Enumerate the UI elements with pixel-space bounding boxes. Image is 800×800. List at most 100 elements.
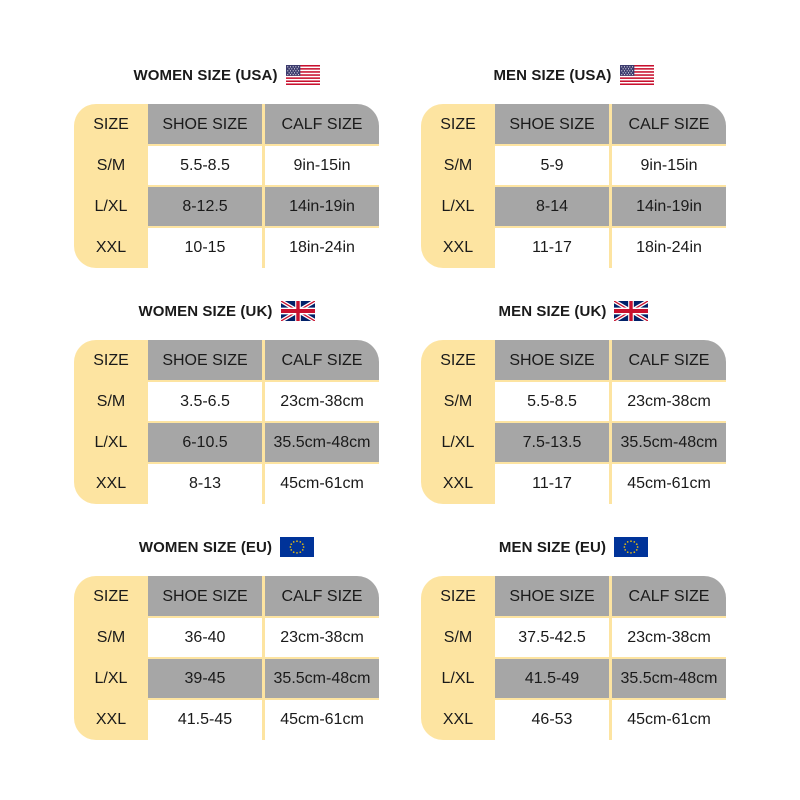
table-row: L/XL 39-45 35.5cm-48cm <box>74 658 379 699</box>
table-row: L/XL 7.5-13.5 35.5cm-48cm <box>421 422 726 463</box>
shoe-size-cell: 5-9 <box>540 156 564 174</box>
calf-size-header: CALF SIZE <box>265 576 379 617</box>
calf-size-cell: 45cm-61cm <box>280 474 364 492</box>
size-table: SIZE SHOE SIZE CALF SIZE S/M 36-40 23cm-38cm L… <box>74 576 379 740</box>
calf-size-cell: 45cm-61cm <box>280 710 364 728</box>
shoe-size-header: SHOE SIZE <box>495 576 609 617</box>
calf-size-cell: 35.5cm-48cm <box>265 422 379 463</box>
column-divider <box>262 104 265 268</box>
size-cell: XXL <box>95 474 127 492</box>
table-header-row: SIZE SHOE SIZE CALF SIZE <box>421 104 726 145</box>
shoe-size-cell: 3.5-6.5 <box>180 392 230 410</box>
table-row: XXL 41.5-45 45cm-61cm <box>74 699 379 740</box>
column-divider <box>609 104 612 268</box>
uk-flag-icon <box>614 301 649 321</box>
panel-title-text: WOMEN SIZE (USA) <box>133 66 278 84</box>
shoe-size-header: SHOE SIZE <box>495 340 609 381</box>
shoe-size-cell: 11-17 <box>532 238 572 256</box>
size-header: SIZE <box>440 587 476 605</box>
shoe-size-cell: 8-14 <box>495 186 609 227</box>
size-header: SIZE <box>93 351 129 369</box>
size-cell: S/M <box>443 628 473 646</box>
table-row: L/XL 41.5-49 35.5cm-48cm <box>421 658 726 699</box>
size-cell: L/XL <box>441 669 475 687</box>
shoe-size-cell: 5.5-8.5 <box>180 156 230 174</box>
shoe-size-cell: 7.5-13.5 <box>495 422 609 463</box>
calf-size-header: CALF SIZE <box>612 340 726 381</box>
size-table: SIZE SHOE SIZE CALF SIZE S/M 5-9 9in-15in L/XL… <box>421 104 726 268</box>
table-row: L/XL 8-14 14in-19in <box>421 186 726 227</box>
calf-size-cell: 18in-24in <box>636 238 702 256</box>
table-row: S/M 37.5-42.5 23cm-38cm <box>421 617 726 658</box>
panel-title-text: WOMEN SIZE (EU) <box>138 538 273 556</box>
us-flag-icon <box>619 65 654 85</box>
table-header-row: SIZE SHOE SIZE CALF SIZE <box>421 340 726 381</box>
calf-size-cell: 45cm-61cm <box>627 710 711 728</box>
eu-flag-icon <box>614 537 649 557</box>
table-header-row: SIZE SHOE SIZE CALF SIZE <box>74 340 379 381</box>
size-cell: S/M <box>96 156 126 174</box>
table-row: S/M 5-9 9in-15in <box>421 145 726 186</box>
size-cell: S/M <box>443 392 473 410</box>
calf-size-cell: 23cm-38cm <box>280 628 364 646</box>
panel-title: MEN SIZE (UK) <box>421 296 726 326</box>
size-header: SIZE <box>440 115 476 133</box>
size-cell: XXL <box>95 238 127 256</box>
calf-size-cell: 45cm-61cm <box>627 474 711 492</box>
shoe-size-cell: 46-53 <box>531 710 573 728</box>
panel-title-text: MEN SIZE (EU) <box>498 538 607 556</box>
size-cell: L/XL <box>441 197 475 215</box>
size-cell: L/XL <box>94 669 128 687</box>
calf-size-cell: 9in-15in <box>293 156 351 174</box>
panel-title-text: MEN SIZE (UK) <box>498 302 607 320</box>
calf-size-header: CALF SIZE <box>265 340 379 381</box>
table-row: S/M 5.5-8.5 9in-15in <box>74 145 379 186</box>
size-cell: S/M <box>96 392 126 410</box>
size-cell: XXL <box>442 710 474 728</box>
size-cell: XXL <box>95 710 127 728</box>
shoe-size-header: SHOE SIZE <box>495 104 609 145</box>
panel-title: MEN SIZE (USA) <box>421 60 726 90</box>
table-header-row: SIZE SHOE SIZE CALF SIZE <box>421 576 726 617</box>
table-row: XXL 10-15 18in-24in <box>74 227 379 268</box>
shoe-size-cell: 11-17 <box>532 474 572 492</box>
panel-title-text: MEN SIZE (USA) <box>493 66 612 84</box>
table-row: XXL 46-53 45cm-61cm <box>421 699 726 740</box>
shoe-size-header: SHOE SIZE <box>148 340 262 381</box>
size-cell: S/M <box>443 156 473 174</box>
eu-flag-icon <box>280 537 315 557</box>
table-row: XXL 11-17 45cm-61cm <box>421 463 726 504</box>
size-header: SIZE <box>93 115 129 133</box>
us-flag-icon <box>285 65 320 85</box>
size-cell: S/M <box>96 628 126 646</box>
size-table: SIZE SHOE SIZE CALF SIZE S/M 5.5-8.5 23cm-38c… <box>421 340 726 504</box>
size-table: SIZE SHOE SIZE CALF SIZE S/M 5.5-8.5 9in-15in… <box>74 104 379 268</box>
shoe-size-cell: 36-40 <box>184 628 226 646</box>
uk-flag-icon <box>280 301 315 321</box>
table-row: L/XL 6-10.5 35.5cm-48cm <box>74 422 379 463</box>
calf-size-cell: 9in-15in <box>640 156 698 174</box>
size-table: SIZE SHOE SIZE CALF SIZE S/M 37.5-42.5 23cm-3… <box>421 576 726 740</box>
shoe-size-cell: 37.5-42.5 <box>518 628 586 646</box>
panel-title-text: WOMEN SIZE (UK) <box>138 302 273 320</box>
column-divider <box>609 340 612 504</box>
panel-title: WOMEN SIZE (EU) <box>74 532 379 562</box>
calf-size-cell: 35.5cm-48cm <box>612 422 726 463</box>
calf-size-header: CALF SIZE <box>265 104 379 145</box>
size-cell: XXL <box>442 238 474 256</box>
shoe-size-cell: 10-15 <box>184 238 226 256</box>
size-cell: XXL <box>442 474 474 492</box>
size-table: SIZE SHOE SIZE CALF SIZE S/M 3.5-6.5 23cm-38c… <box>74 340 379 504</box>
calf-size-cell: 35.5cm-48cm <box>612 658 726 699</box>
calf-size-cell: 23cm-38cm <box>627 628 711 646</box>
calf-size-cell: 35.5cm-48cm <box>265 658 379 699</box>
calf-size-header: CALF SIZE <box>612 104 726 145</box>
shoe-size-header: SHOE SIZE <box>148 576 262 617</box>
table-row: S/M 36-40 23cm-38cm <box>74 617 379 658</box>
shoe-size-cell: 5.5-8.5 <box>527 392 577 410</box>
calf-size-cell: 18in-24in <box>289 238 355 256</box>
column-divider <box>609 576 612 740</box>
size-header: SIZE <box>93 587 129 605</box>
calf-size-cell: 23cm-38cm <box>627 392 711 410</box>
table-header-row: SIZE SHOE SIZE CALF SIZE <box>74 576 379 617</box>
